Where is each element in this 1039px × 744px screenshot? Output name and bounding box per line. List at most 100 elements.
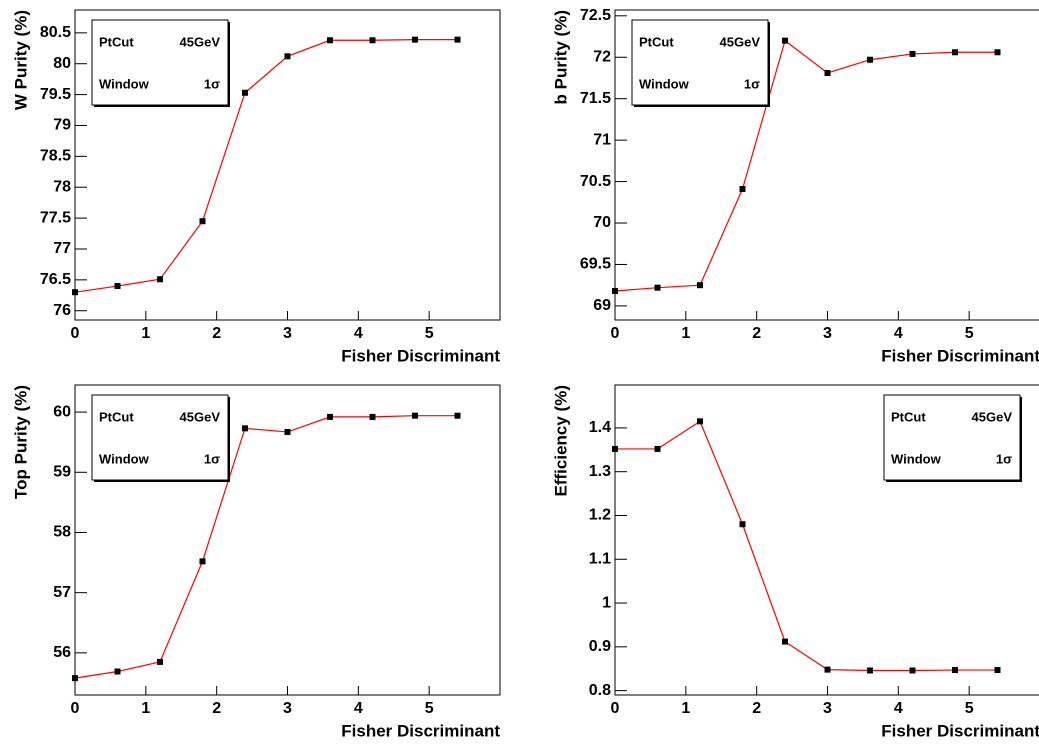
data-point	[867, 667, 873, 674]
x-tick-label: 3	[283, 325, 292, 342]
x-tick-label: 2	[752, 700, 761, 717]
x-tick-label: 4	[354, 700, 363, 717]
legend-label: Window	[891, 451, 942, 466]
data-point	[199, 218, 206, 225]
y-tick-label: 71	[593, 131, 611, 148]
data-point	[994, 667, 1001, 674]
y-tick-label: 80	[53, 55, 71, 72]
y-tick-label: 79	[53, 117, 71, 134]
y-tick-label: 1.4	[589, 419, 611, 436]
x-tick-label: 0	[611, 325, 620, 342]
y-tick-label: 76.5	[40, 271, 71, 288]
data-point	[654, 445, 661, 452]
data-point	[824, 666, 831, 673]
x-axis-title: Fisher Discriminant	[341, 721, 500, 740]
legend-box	[883, 394, 1021, 481]
y-tick-label: 77	[53, 240, 71, 257]
y-tick-label: 59	[53, 464, 71, 481]
legend-box	[91, 19, 229, 106]
data-point	[909, 50, 916, 57]
data-point	[952, 49, 958, 56]
y-tick-label: 1	[602, 594, 611, 611]
y-tick-label: 70.5	[580, 173, 611, 190]
x-tick-label: 0	[611, 700, 620, 717]
legend-value: 45GeV	[180, 409, 221, 424]
y-tick-label: 72.5	[580, 7, 611, 24]
x-tick-label: 4	[894, 700, 903, 717]
x-tick-label: 1	[141, 700, 150, 717]
x-tick-label: 2	[752, 325, 761, 342]
data-point	[157, 658, 163, 665]
data-point	[114, 283, 121, 290]
data-point	[72, 289, 78, 296]
data-point	[242, 89, 248, 96]
y-tick-label: 71.5	[580, 90, 611, 107]
data-point	[867, 56, 873, 63]
data-line	[614, 39, 998, 292]
y-tick-label: 77.5	[40, 209, 71, 226]
x-tick-label: 0	[71, 700, 80, 717]
y-axis-title: Efficiency (%)	[551, 385, 570, 496]
x-tick-label: 5	[425, 700, 434, 717]
x-tick-label: 2	[212, 325, 221, 342]
data-line	[615, 420, 998, 672]
data-point	[72, 675, 78, 682]
y-tick-label: 0.8	[589, 682, 611, 699]
x-tick-label: 5	[965, 325, 974, 342]
data-point	[284, 428, 291, 435]
x-tick-label: 4	[354, 325, 363, 342]
data-point	[454, 36, 461, 43]
data-point	[412, 36, 418, 43]
data-point	[909, 667, 916, 674]
data-point	[369, 37, 376, 44]
y-axis-title: b Purity (%)	[551, 10, 570, 104]
y-tick-label: 60	[53, 403, 71, 420]
y-axis-title: W Purity (%)	[11, 10, 30, 110]
data-point	[782, 638, 788, 645]
data-line	[74, 39, 458, 293]
x-tick-label: 3	[283, 700, 292, 717]
legend-value: 1σ	[744, 76, 760, 91]
legend-box	[631, 19, 769, 106]
data-point	[327, 413, 333, 420]
x-tick-label: 4	[894, 325, 903, 342]
x-tick-label: 0	[71, 325, 80, 342]
data-point	[369, 413, 376, 420]
y-tick-label: 58	[53, 524, 71, 541]
data-point	[782, 37, 788, 44]
data-point	[454, 412, 461, 419]
data-point	[739, 186, 746, 193]
y-tick-label: 76	[53, 302, 71, 319]
y-tick-label: 69	[593, 297, 611, 314]
x-tick-label: 1	[681, 700, 690, 717]
legend-value: 45GeV	[180, 34, 221, 49]
data-point	[157, 276, 163, 283]
x-tick-label: 5	[425, 325, 434, 342]
legend-label: Window	[99, 451, 150, 466]
legend-label: PtCut	[639, 34, 674, 49]
data-point	[654, 284, 661, 291]
legend-label: Window	[639, 76, 690, 91]
data-point	[199, 558, 206, 565]
data-point	[242, 425, 248, 432]
data-line	[74, 415, 458, 679]
data-point	[994, 49, 1001, 56]
legend-label: PtCut	[99, 34, 134, 49]
data-point	[412, 412, 418, 419]
y-tick-label: 80.5	[40, 24, 71, 41]
legend-label: PtCut	[99, 409, 134, 424]
x-tick-label: 5	[965, 700, 974, 717]
legend-value: 1σ	[204, 451, 220, 466]
x-tick-label: 2	[212, 700, 221, 717]
x-axis-title: Fisher Discriminant	[341, 346, 500, 365]
data-point	[697, 282, 703, 289]
y-axis-title: Top Purity (%)	[11, 385, 30, 499]
data-point	[612, 445, 618, 452]
legend-value: 1σ	[204, 76, 220, 91]
legend-value: 45GeV	[720, 34, 761, 49]
x-tick-label: 1	[141, 325, 150, 342]
legend-label: PtCut	[891, 409, 926, 424]
data-point	[612, 287, 618, 294]
legend-box	[91, 394, 229, 481]
legend-value: 1σ	[996, 451, 1012, 466]
